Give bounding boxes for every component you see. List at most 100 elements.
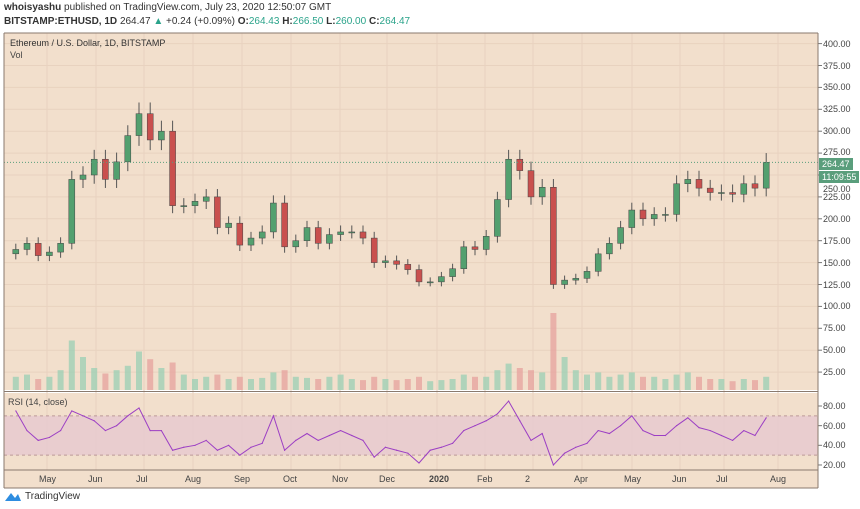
- rsi-point: [485, 420, 487, 422]
- publisher[interactable]: whoisyashu: [4, 2, 62, 13]
- rsi-point: [272, 415, 274, 417]
- rsi-point: [71, 410, 73, 412]
- rsi-tick-label: 40.00: [823, 440, 846, 451]
- candle-body: [247, 237, 255, 246]
- rsi-point: [508, 400, 510, 402]
- candle-body: [90, 158, 98, 176]
- candle-body: [460, 246, 468, 269]
- rsi-point: [440, 446, 442, 448]
- candle-body: [550, 187, 557, 285]
- rsi-point: [116, 425, 118, 427]
- y-tick-label: 75.00: [823, 323, 846, 334]
- rsi-point: [743, 429, 745, 432]
- tradingview-logo[interactable]: TradingView: [4, 490, 80, 502]
- chart-canvas[interactable]: [0, 0, 860, 490]
- rsi-point: [127, 415, 129, 417]
- rsi-point: [418, 462, 420, 464]
- volume-bar: [360, 380, 366, 390]
- volume-bar: [494, 370, 501, 390]
- volume-bar: [662, 379, 669, 390]
- x-tick-label: May: [624, 474, 642, 484]
- candle-body: [337, 231, 344, 235]
- rsi-label: RSI (14, close): [8, 397, 68, 407]
- volume-bar: [292, 376, 299, 390]
- volume-bar: [460, 374, 467, 390]
- volume-bar: [113, 370, 120, 390]
- volume-bar: [393, 380, 400, 390]
- publish-line: whoisyashu published on TradingView.com,…: [4, 2, 331, 13]
- y-tick-label: 300.00: [823, 126, 851, 137]
- candle-body: [191, 201, 199, 206]
- volume-bar: [404, 379, 411, 390]
- volume-bar: [472, 376, 478, 390]
- candle-body: [393, 260, 400, 265]
- candle-body: [561, 279, 568, 285]
- open-label: O:: [237, 16, 249, 27]
- candle-body: [113, 161, 120, 180]
- y-tick-label: 150.00: [823, 257, 851, 268]
- x-tick-label: Jul: [136, 474, 148, 484]
- rsi-point: [284, 449, 286, 451]
- volume-bar: [180, 374, 187, 390]
- rsi-point: [620, 425, 622, 427]
- rsi-point: [228, 444, 230, 446]
- volume-bar: [617, 374, 624, 390]
- candle-body: [135, 113, 143, 136]
- candle-body: [594, 253, 602, 272]
- rsi-line: [15, 400, 767, 466]
- volume-bar: [449, 379, 456, 390]
- volume-bar: [707, 379, 714, 390]
- volume-bar: [12, 376, 19, 390]
- rsi-point: [541, 432, 543, 435]
- rsi-point: [754, 434, 756, 437]
- candle-body: [516, 158, 524, 171]
- candle-body: [236, 222, 244, 246]
- candle-body: [695, 179, 703, 189]
- candle-body: [572, 278, 580, 281]
- rsi-point: [586, 442, 588, 444]
- rsi-point: [340, 429, 342, 432]
- volume-bar: [315, 379, 322, 390]
- x-tick-label: Feb: [477, 474, 493, 484]
- rsi-point: [407, 452, 409, 454]
- rsi-point: [26, 429, 28, 432]
- candle-body: [706, 187, 714, 193]
- rsi-point: [205, 439, 207, 442]
- volume-bar: [673, 374, 680, 390]
- candle-body: [606, 243, 613, 255]
- rsi-point: [597, 429, 599, 432]
- candle-body: [718, 192, 725, 194]
- rsi-point: [429, 449, 431, 451]
- up-arrow-icon: ▲: [153, 16, 164, 27]
- volume-bar: [516, 368, 523, 390]
- volume-bar: [628, 372, 635, 390]
- rsi-point: [60, 429, 62, 432]
- rsi-point: [687, 417, 689, 419]
- price-tag: 264.47: [819, 158, 853, 170]
- close-label: C:: [368, 16, 380, 27]
- rsi-point: [698, 427, 700, 429]
- candle-body: [258, 231, 266, 239]
- rsi-point: [519, 420, 521, 422]
- volume-bar: [348, 379, 355, 390]
- x-tick-label: 2020: [429, 474, 450, 484]
- y-tick-label: 225.00: [823, 191, 851, 202]
- volume-bar: [550, 313, 557, 390]
- candle-body: [102, 158, 109, 180]
- volume-bar: [169, 362, 176, 390]
- volume-bar: [57, 370, 64, 390]
- rsi-point: [362, 439, 364, 442]
- candle-body: [12, 249, 20, 255]
- rsi-point: [709, 429, 711, 432]
- rsi-point: [530, 439, 532, 442]
- x-tick-label: May: [39, 474, 57, 484]
- rsi-tick-label: 20.00: [823, 459, 846, 470]
- rsi-tick-label: 80.00: [823, 401, 846, 411]
- rsi-point: [93, 420, 95, 422]
- y-tick-label: 325.00: [823, 104, 851, 115]
- candle-body: [348, 231, 356, 234]
- x-tick-label: Dec: [379, 474, 396, 484]
- rsi-point: [250, 446, 252, 448]
- candle-body: [202, 196, 210, 202]
- rsi-point: [138, 407, 140, 409]
